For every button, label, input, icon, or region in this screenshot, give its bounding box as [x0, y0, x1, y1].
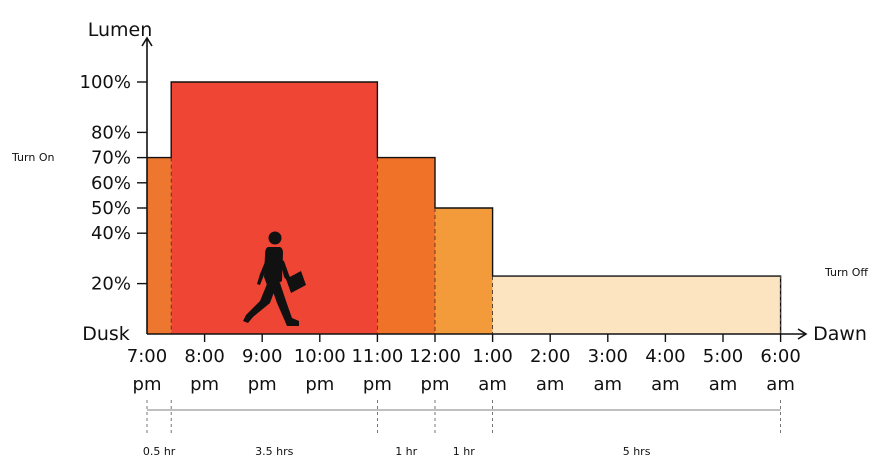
x-tick-period-2: pm	[248, 374, 277, 395]
duration-label-1: 3.5 hrs	[255, 445, 293, 458]
x-tick-period-7: am	[536, 374, 565, 395]
x-tick-period-3: pm	[305, 374, 334, 395]
x-tick-time-2: 9:00	[242, 346, 282, 367]
duration-label-4: 5 hrs	[623, 445, 651, 458]
x-tick-period-5: pm	[421, 374, 450, 395]
x-tick-time-1: 8:00	[184, 346, 224, 367]
x-tick-time-3: 10:00	[294, 346, 346, 367]
turn-on-annotation: Turn On	[11, 151, 54, 164]
duration-label-0: 0.5 hr	[143, 445, 176, 458]
y-tick-label-1: 40%	[91, 223, 131, 244]
x-tick-period-4: pm	[363, 374, 392, 395]
y-axis-title: Lumen	[88, 19, 153, 41]
x-tick-time-9: 4:00	[645, 346, 685, 367]
x-tick-time-7: 2:00	[530, 346, 570, 367]
x-tick-time-11: 6:00	[760, 346, 800, 367]
turn-off-annotation: Turn Off	[824, 266, 868, 279]
lumen-step-outline	[147, 81, 782, 334]
x-tick-period-9: am	[651, 374, 680, 395]
x-tick-period-0: pm	[133, 374, 162, 395]
x-tick-time-8: 3:00	[588, 346, 628, 367]
duration-label-3: 1 hr	[453, 445, 475, 458]
dawn-label: Dawn	[813, 323, 867, 345]
lumen-segment-1	[171, 82, 378, 334]
x-axis-arrow	[797, 328, 808, 340]
dusk-label: Dusk	[82, 323, 130, 345]
x-tick-time-6: 1:00	[472, 346, 512, 367]
y-tick-label-2: 50%	[91, 198, 131, 219]
lumen-segment-0	[147, 157, 172, 334]
x-tick-time-0: 7:00	[127, 346, 167, 367]
y-tick-label-5: 80%	[91, 122, 131, 143]
x-tick-time-10: 5:00	[703, 346, 743, 367]
x-tick-time-4: 11:00	[351, 346, 403, 367]
duration-label-2: 1 hr	[395, 445, 417, 458]
y-tick-label-4: 70%	[91, 148, 131, 169]
y-tick-label-3: 60%	[91, 173, 131, 194]
x-tick-period-8: am	[594, 374, 623, 395]
lumen-segment-3	[435, 208, 493, 334]
x-tick-period-10: am	[709, 374, 738, 395]
lumen-segment-2	[377, 157, 435, 334]
y-tick-label-0: 20%	[91, 274, 131, 295]
walking-person-icon	[243, 231, 306, 326]
y-axis-arrow	[141, 36, 153, 47]
x-tick-period-6: am	[478, 374, 507, 395]
x-tick-time-5: 12:00	[409, 346, 461, 367]
x-tick-period-11: am	[766, 374, 795, 395]
y-tick-label-6: 100%	[80, 72, 131, 93]
lumen-segment-4	[492, 276, 781, 334]
x-tick-period-1: pm	[190, 374, 219, 395]
